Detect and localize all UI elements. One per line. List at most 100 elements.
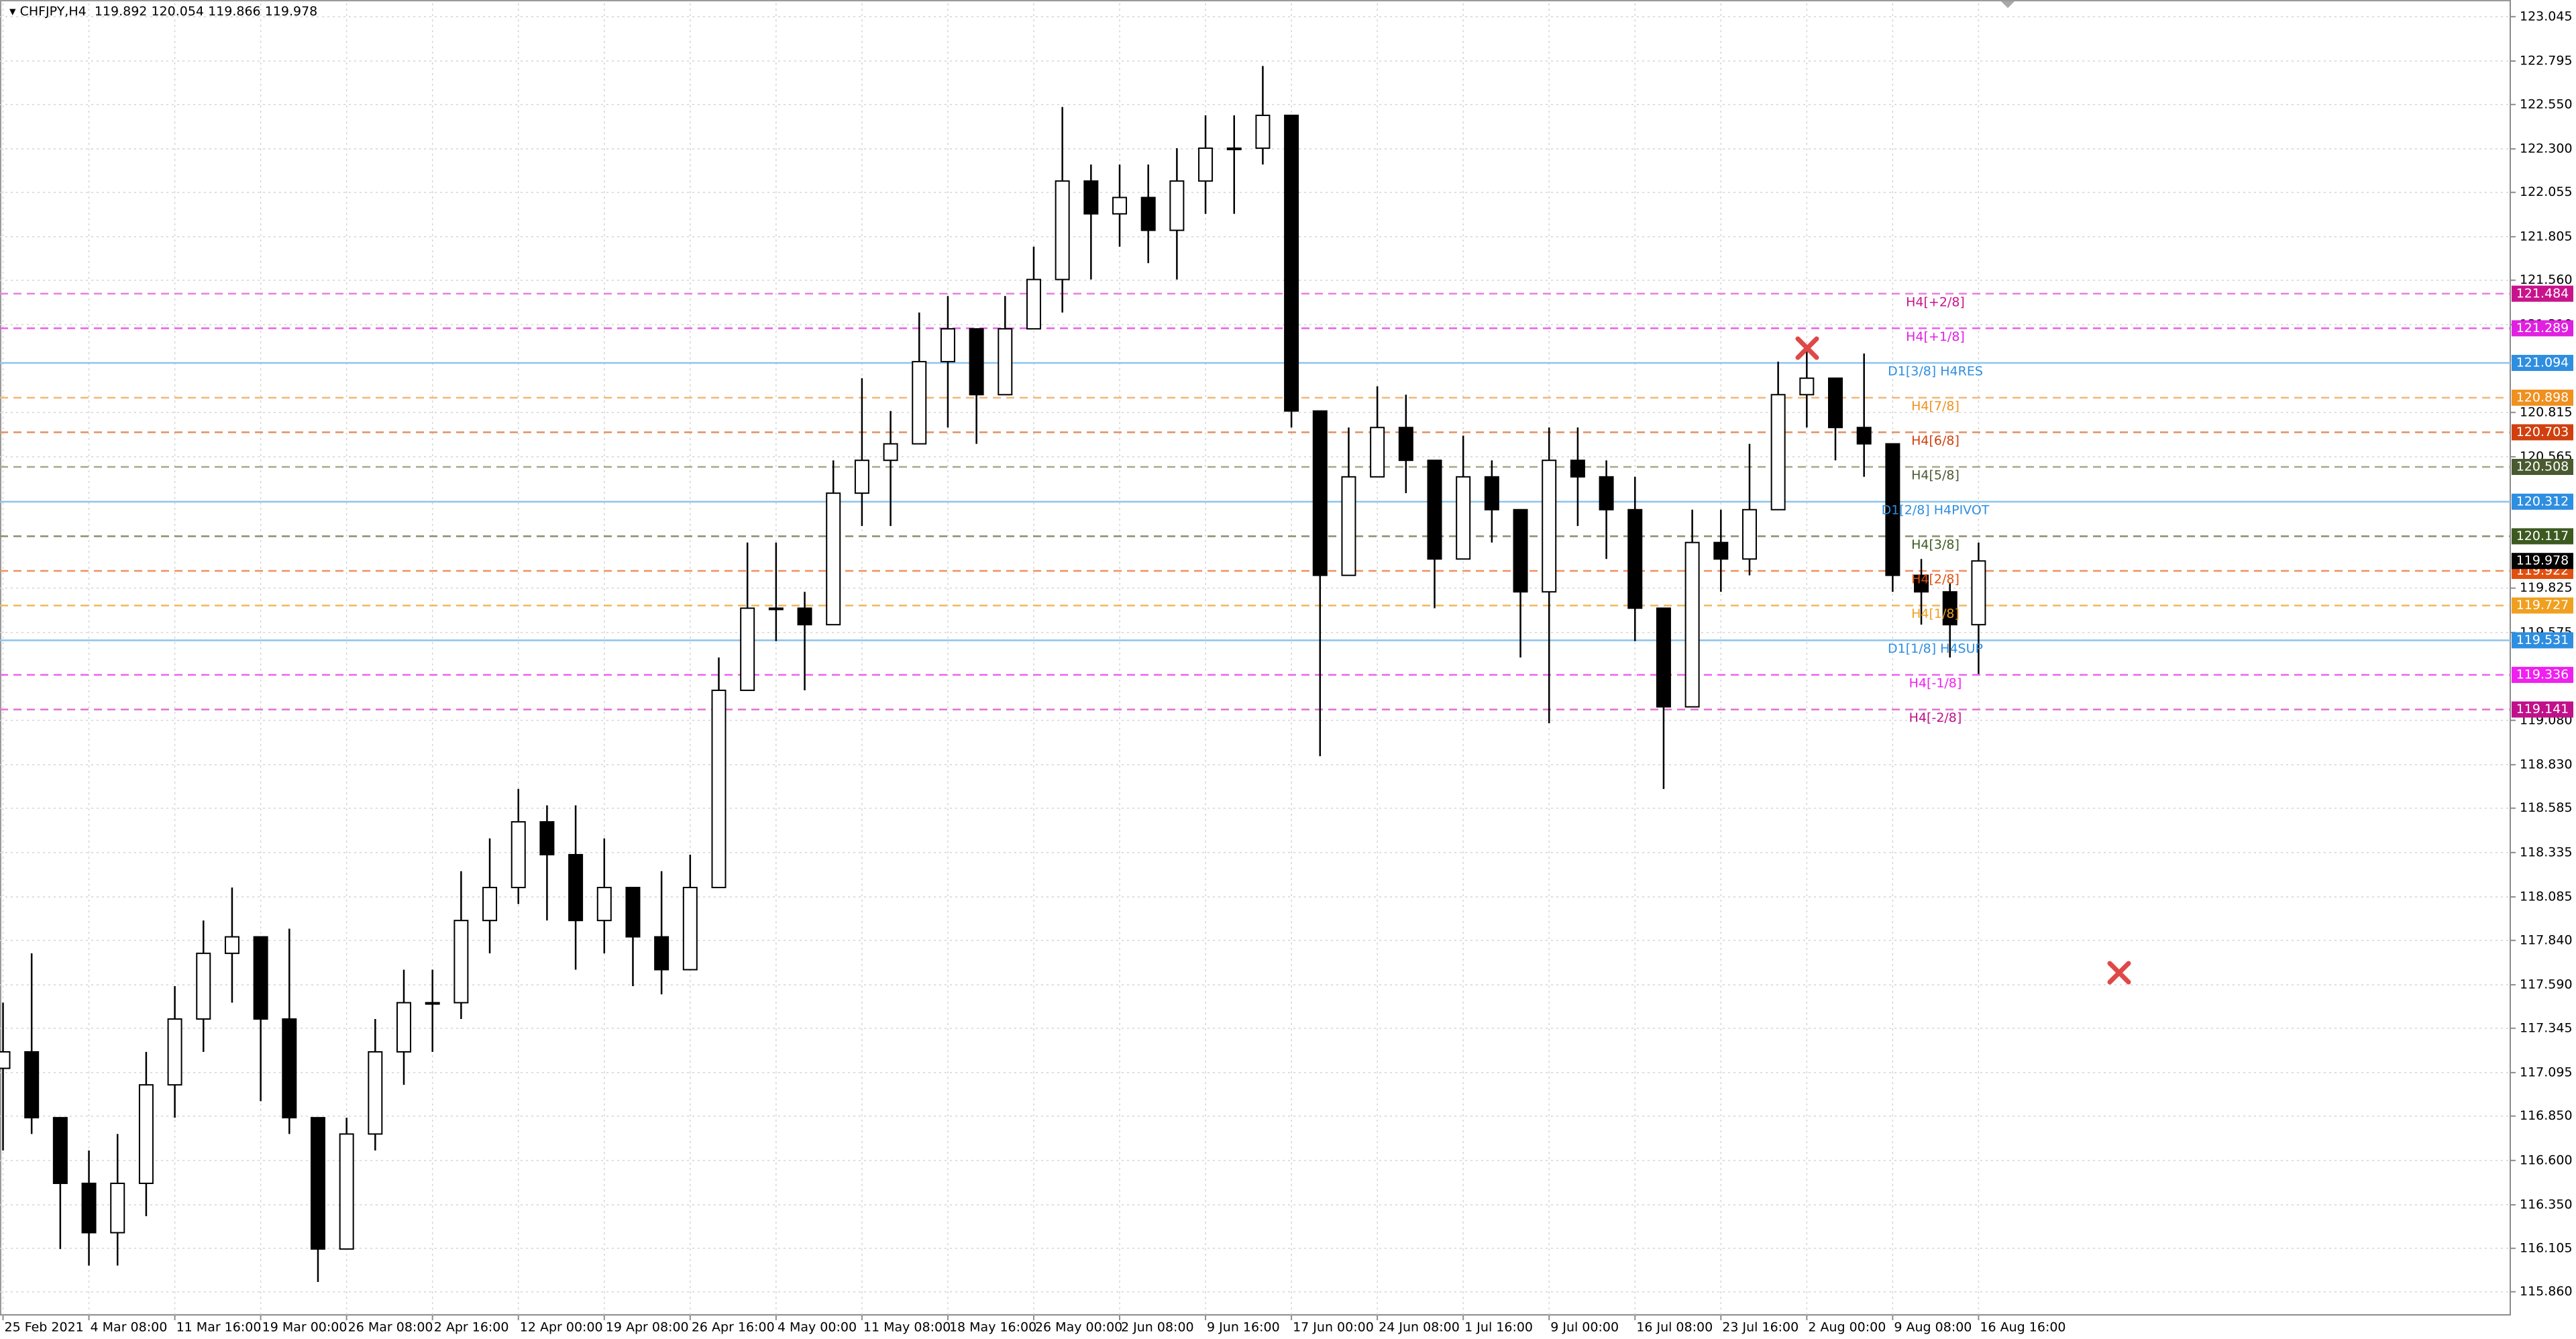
x-tick-label: 26 May 00:00 (1035, 1320, 1122, 1335)
candle-body (1140, 197, 1156, 231)
x-tick-label: 2 Aug 00:00 (1808, 1320, 1886, 1335)
price-tag (2512, 632, 2573, 649)
y-tick-label: 122.300 (2520, 141, 2573, 156)
x-tick-label: 9 Jul 00:00 (1550, 1320, 1619, 1335)
price-tag (2512, 458, 2573, 475)
x-tick-label: 16 Jul 08:00 (1636, 1320, 1713, 1335)
candle-body (854, 460, 869, 494)
y-tick-label: 118.585 (2520, 800, 2573, 815)
level-label: D1[1/8] H4SUP (1888, 641, 1983, 656)
candle-body (1398, 427, 1413, 462)
y-tick-label: 116.600 (2520, 1153, 2573, 1167)
price-tag-label: 119.727 (2516, 598, 2569, 612)
candle-body (1914, 574, 1929, 593)
candle-body (1026, 278, 1041, 330)
candle-body (797, 607, 812, 626)
candle-body (654, 936, 669, 971)
candle-body (1284, 114, 1299, 412)
candle-body (998, 328, 1013, 396)
candle-body (539, 821, 555, 856)
candle-body (1198, 147, 1214, 182)
price-tag (2512, 389, 2573, 406)
x-tick-label: 9 Aug 08:00 (1894, 1320, 1972, 1335)
cross-marker (1795, 336, 2131, 985)
x-tick-label: 11 Mar 16:00 (176, 1320, 262, 1335)
x-tick-label: 12 Apr 00:00 (520, 1320, 603, 1335)
candle-body (453, 920, 469, 1004)
x-tick-label: 23 Jul 16:00 (1722, 1320, 1799, 1335)
level-label: H4[6/8] (1911, 433, 1960, 448)
level-label: H4[1/8] (1911, 606, 1960, 621)
candle-body (196, 953, 211, 1020)
level-label: H4[7/8] (1911, 398, 1960, 413)
quote-close: 119.978 (264, 4, 318, 19)
x-tick-label: 19 Apr 08:00 (606, 1320, 689, 1335)
price-tag-label: 121.484 (2516, 286, 2569, 301)
candle-body (425, 1002, 440, 1005)
price-tag-label: 120.508 (2516, 459, 2569, 474)
candle-body (625, 886, 641, 938)
candle-body (1627, 508, 1643, 609)
y-tick-label: 121.560 (2520, 272, 2573, 287)
candle-body (1656, 607, 1671, 708)
price-tag-label: 120.312 (2516, 494, 2569, 508)
price-tag-label: 119.531 (2516, 633, 2569, 647)
candle-body (1599, 476, 1614, 511)
price-tag (2512, 285, 2573, 302)
candle-body (1741, 508, 1757, 560)
y-tick-label: 123.045 (2520, 9, 2573, 23)
candle-body (1799, 377, 1815, 396)
candle-body (339, 1133, 354, 1250)
x-tick-label: 19 Mar 00:00 (262, 1320, 347, 1335)
y-tick-label: 119.825 (2520, 580, 2573, 595)
price-tag-label: 120.898 (2516, 390, 2569, 405)
candle-body (1684, 541, 1700, 708)
candle-body (253, 936, 268, 1020)
level-label: D1[3/8] H4RES (1888, 364, 1983, 378)
level-label: D1[2/8] H4PIVOT (1882, 502, 1990, 517)
y-tick-label: 121.805 (2520, 229, 2573, 244)
candle-body (826, 492, 841, 626)
level-label: H4[5/8] (1911, 468, 1960, 482)
candle-body (1226, 147, 1242, 150)
y-tick-label: 120.815 (2520, 405, 2573, 419)
level-label: H4[+1/8] (1906, 329, 1965, 344)
plot-frame (0, 0, 2511, 1316)
y-tick-label: 115.860 (2520, 1284, 2573, 1299)
candle-body (596, 886, 612, 922)
x-tick-label: 24 Jun 08:00 (1379, 1320, 1460, 1335)
candle-body (1083, 180, 1099, 215)
x-tick-label: 25 Feb 2021 (5, 1320, 84, 1335)
level-label: H4[-2/8] (1909, 710, 1962, 725)
candle-body (1570, 460, 1585, 478)
y-tick-label: 122.550 (2520, 97, 2573, 111)
current-price-tag (2512, 553, 2573, 570)
price-tag (2512, 701, 2573, 718)
candle-body (282, 1018, 297, 1119)
candle-body (711, 690, 727, 888)
candle-body (1456, 476, 1471, 560)
quote-open: 119.892 (94, 4, 148, 19)
x-tick-label: 4 Mar 08:00 (91, 1320, 168, 1335)
candle-body (1542, 460, 1557, 593)
quote-low: 119.866 (208, 4, 261, 19)
candle-body (1971, 560, 1986, 626)
candle-body (310, 1117, 325, 1250)
price-tag (2512, 667, 2573, 684)
candle-body (511, 821, 526, 888)
candle-body (1513, 508, 1528, 593)
candle-body (52, 1117, 68, 1184)
x-tick-label: 26 Apr 16:00 (692, 1320, 775, 1335)
candle-body (1713, 541, 1729, 560)
candle-body (768, 607, 784, 610)
candle-body (912, 361, 927, 445)
candle-body (110, 1182, 125, 1234)
price-tag (2512, 597, 2573, 614)
level-label: H4[2/8] (1911, 572, 1960, 587)
candle-body (1341, 476, 1356, 576)
candle-body (568, 854, 584, 922)
candle-body (81, 1182, 97, 1234)
candle-body (1112, 197, 1128, 215)
candle-body (368, 1051, 383, 1135)
